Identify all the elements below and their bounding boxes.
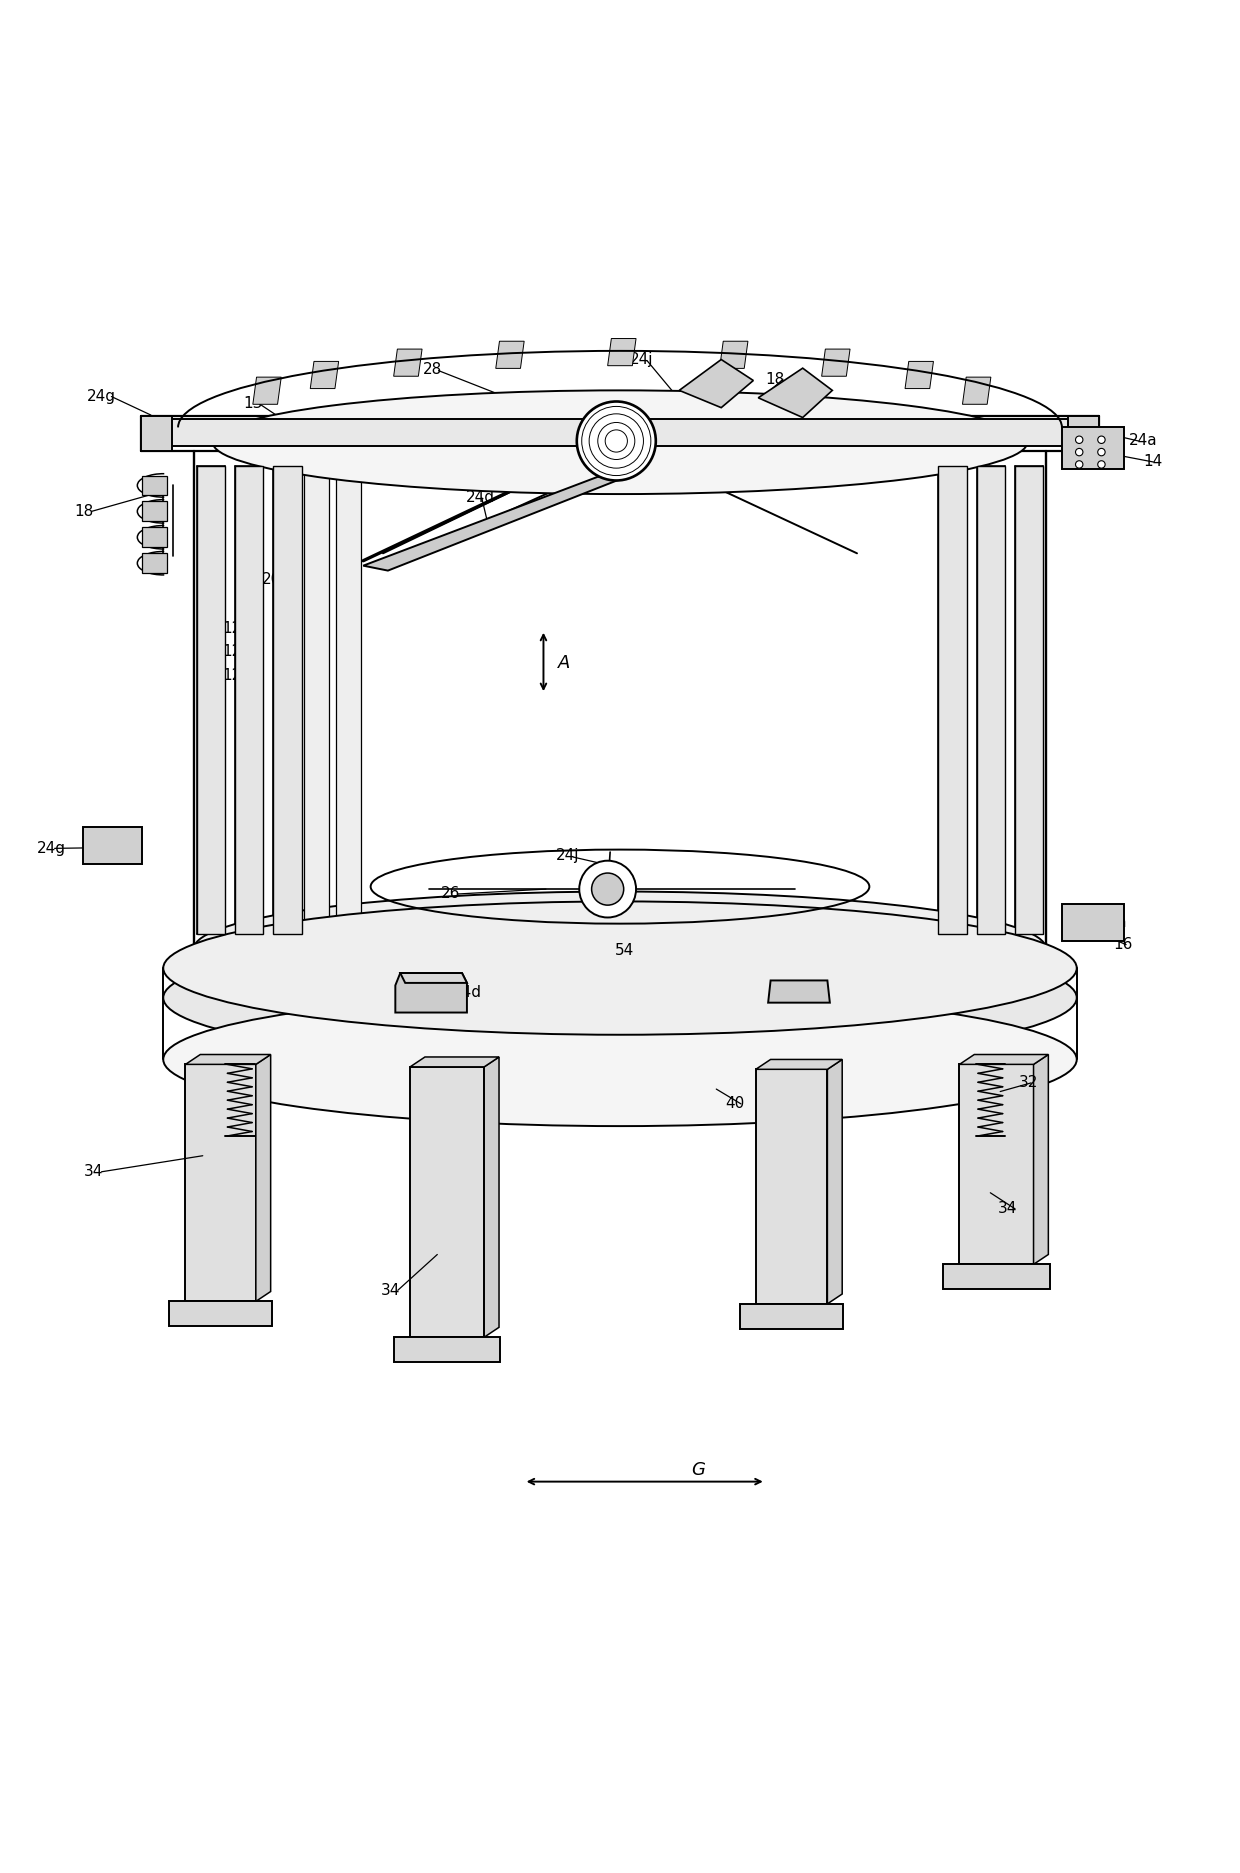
Text: 16: 16 <box>1114 936 1133 951</box>
Text: 34: 34 <box>84 1163 104 1178</box>
Bar <box>234 466 263 935</box>
Text: 18: 18 <box>74 504 94 519</box>
Text: 24a: 24a <box>1099 914 1127 929</box>
Text: 12: 12 <box>944 553 962 568</box>
Polygon shape <box>756 1060 842 1069</box>
Circle shape <box>577 403 656 481</box>
Text: 24g: 24g <box>37 841 67 856</box>
Bar <box>740 1304 843 1328</box>
Circle shape <box>1097 436 1105 444</box>
Ellipse shape <box>164 993 1076 1126</box>
Polygon shape <box>680 360 754 408</box>
Polygon shape <box>401 974 467 983</box>
Text: 24a: 24a <box>1128 433 1157 448</box>
Text: 20: 20 <box>262 571 281 586</box>
Bar <box>143 476 167 496</box>
Polygon shape <box>905 361 934 390</box>
Bar <box>197 466 224 935</box>
Bar <box>304 466 329 935</box>
Polygon shape <box>768 981 830 1004</box>
Text: 26: 26 <box>441 886 460 901</box>
Bar <box>166 420 1074 446</box>
Polygon shape <box>255 1054 270 1302</box>
Ellipse shape <box>164 931 1076 1066</box>
Text: 24j: 24j <box>556 848 579 863</box>
Circle shape <box>1075 461 1083 468</box>
Circle shape <box>1075 450 1083 457</box>
Polygon shape <box>962 378 991 405</box>
Text: 13: 13 <box>243 395 263 410</box>
Polygon shape <box>822 350 851 376</box>
Ellipse shape <box>164 903 1076 1036</box>
Polygon shape <box>363 478 620 571</box>
Polygon shape <box>410 1058 498 1068</box>
Text: 34: 34 <box>381 1281 399 1296</box>
Bar <box>273 466 301 935</box>
Circle shape <box>591 873 624 907</box>
Text: 34: 34 <box>998 1201 1017 1216</box>
Text: 24g: 24g <box>87 388 115 403</box>
Bar <box>1016 466 1043 935</box>
Text: 26: 26 <box>580 433 600 448</box>
Circle shape <box>1075 436 1083 444</box>
Circle shape <box>1097 450 1105 457</box>
Bar <box>83 828 143 865</box>
Bar <box>960 1066 1033 1264</box>
Text: 18: 18 <box>765 371 785 386</box>
Polygon shape <box>608 339 636 367</box>
Polygon shape <box>396 974 467 1013</box>
Polygon shape <box>758 369 832 418</box>
Polygon shape <box>1033 1054 1048 1264</box>
Text: 54: 54 <box>615 942 635 957</box>
Polygon shape <box>393 350 422 376</box>
Bar <box>756 1069 827 1304</box>
Bar <box>939 466 967 935</box>
Circle shape <box>1097 461 1105 468</box>
Bar <box>977 466 1006 935</box>
Text: 40: 40 <box>725 1096 744 1111</box>
Text: G: G <box>692 1461 706 1478</box>
Bar <box>410 1068 484 1337</box>
Polygon shape <box>719 343 748 369</box>
Bar <box>394 1337 500 1362</box>
Text: 12b: 12b <box>222 644 252 659</box>
Bar <box>186 1066 255 1302</box>
Bar <box>143 502 167 523</box>
Polygon shape <box>186 1054 270 1066</box>
Text: 24d: 24d <box>454 985 482 1000</box>
Ellipse shape <box>195 892 1045 1006</box>
Text: 24j: 24j <box>630 352 653 367</box>
Bar <box>170 1302 272 1326</box>
Polygon shape <box>827 1060 842 1304</box>
Text: 24d: 24d <box>466 489 495 504</box>
Bar <box>1068 418 1099 451</box>
Text: 12a: 12a <box>222 667 252 682</box>
Text: 14: 14 <box>1143 453 1163 468</box>
Text: A: A <box>558 654 570 672</box>
Text: 32: 32 <box>1019 1075 1038 1090</box>
Ellipse shape <box>212 391 1028 494</box>
Bar <box>143 554 167 573</box>
Bar <box>1061 429 1123 470</box>
Polygon shape <box>253 378 281 405</box>
Polygon shape <box>484 1058 498 1337</box>
Bar <box>141 418 172 451</box>
Polygon shape <box>496 343 525 369</box>
Circle shape <box>579 862 636 918</box>
Bar <box>336 466 361 935</box>
Polygon shape <box>960 1054 1048 1066</box>
Polygon shape <box>310 361 339 390</box>
Text: 12c: 12c <box>222 620 250 635</box>
Bar <box>944 1264 1049 1289</box>
Bar <box>1061 905 1123 942</box>
Bar <box>143 528 167 549</box>
Text: 28: 28 <box>423 361 441 376</box>
